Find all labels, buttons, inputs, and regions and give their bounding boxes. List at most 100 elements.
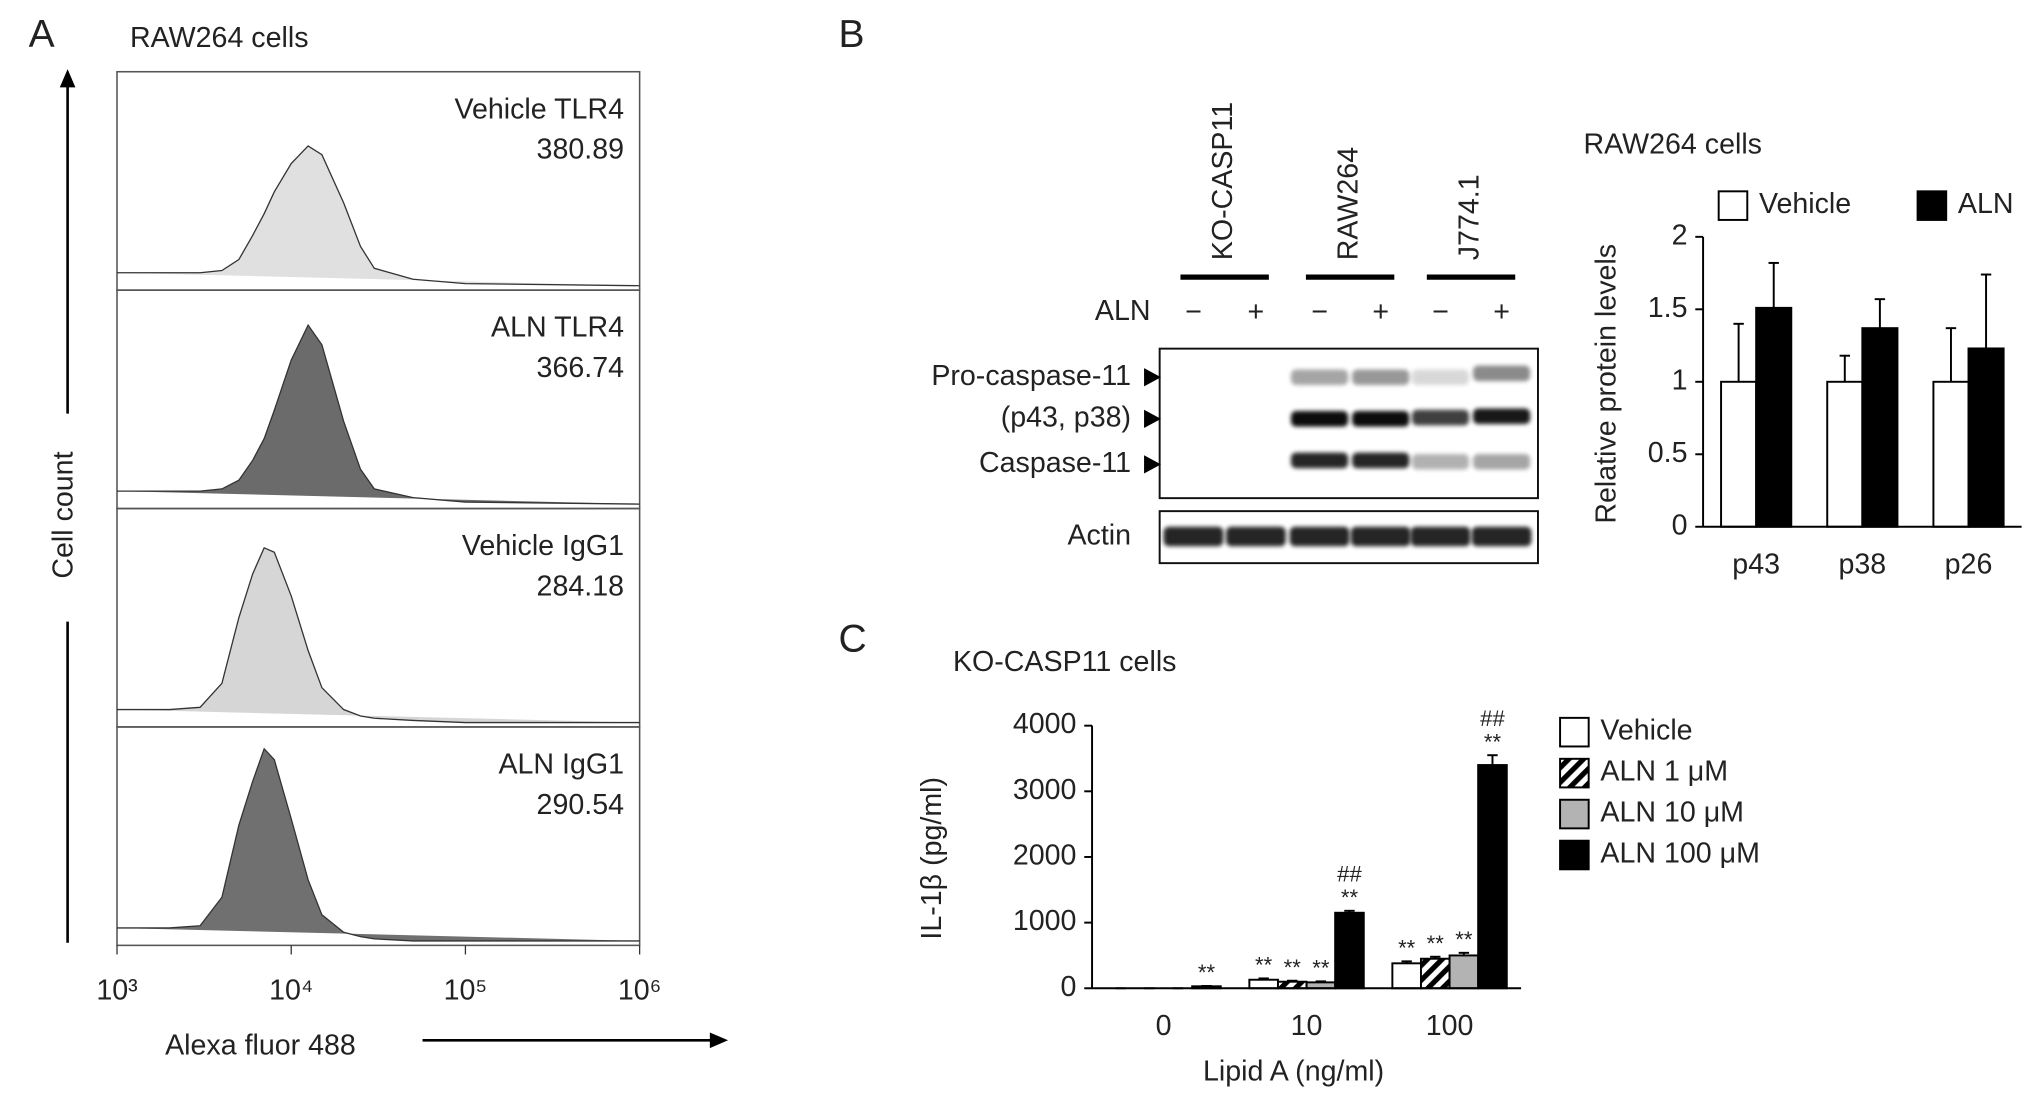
x-tick-label: p38 — [1838, 548, 1886, 580]
loading-label: Actin — [1067, 520, 1131, 552]
x-tick-label: p26 — [1945, 548, 1993, 580]
band — [1410, 526, 1471, 547]
band — [1289, 526, 1350, 547]
lane-label: − — [1311, 296, 1328, 328]
significance-label: ** — [1284, 955, 1302, 980]
y-tick-label: 4000 — [1013, 708, 1077, 740]
y-tick-label: 0 — [1061, 971, 1077, 1003]
band — [1472, 453, 1531, 470]
significance-label: ** — [1484, 729, 1502, 754]
bar — [1861, 327, 1899, 528]
arrow-head — [709, 1032, 729, 1049]
significance-label: ** — [1341, 885, 1359, 910]
bar — [1967, 347, 2005, 528]
lane-label: + — [1493, 296, 1510, 328]
y-axis-label: IL-1β (pg/ml) — [916, 777, 948, 940]
x-tick-label: 10⁵ — [444, 975, 488, 1007]
y-tick-label: 0 — [1672, 509, 1688, 541]
panel-label: A — [29, 13, 55, 56]
histogram — [117, 145, 640, 287]
mfi-value: 290.54 — [537, 789, 625, 821]
legend-label: ALN 10 μM — [1600, 797, 1744, 829]
band — [1290, 369, 1349, 386]
lane-group-label: J774.1 — [1454, 174, 1486, 260]
series-name: Vehicle TLR4 — [454, 93, 624, 125]
band — [1163, 526, 1224, 547]
series-name: Vehicle IgG1 — [462, 530, 624, 562]
significance-label: ** — [1455, 927, 1473, 952]
bar — [1477, 764, 1508, 990]
band — [1411, 409, 1470, 426]
y-tick-label: 2 — [1672, 219, 1688, 251]
lane-label: − — [1432, 296, 1449, 328]
y-axis-label: Relative protein levels — [1591, 244, 1623, 524]
y-tick-label: 1000 — [1013, 905, 1077, 937]
series-name: ALN TLR4 — [491, 312, 624, 344]
legend-label: ALN 100 μM — [1600, 838, 1760, 870]
chart-title: KO-CASP11 cells — [953, 646, 1177, 678]
bar — [1932, 380, 1970, 528]
band-marker — [1144, 368, 1161, 387]
band — [1472, 365, 1531, 382]
mfi-value: 380.89 — [537, 134, 624, 166]
x-tick-label: p43 — [1732, 548, 1780, 580]
x-tick-label: 0 — [1156, 1010, 1172, 1042]
track — [116, 726, 641, 947]
band-marker — [1144, 455, 1161, 474]
chart-title: RAW264 cells — [1583, 128, 1762, 160]
bar — [1448, 954, 1480, 990]
series-name: ALN IgG1 — [498, 749, 624, 781]
legend-swatch — [1559, 839, 1590, 871]
histogram — [117, 323, 640, 505]
y-tick-label: 2000 — [1013, 840, 1077, 872]
significance-label: ## — [1480, 706, 1505, 731]
panel-label: B — [839, 13, 865, 56]
legend-swatch — [1717, 190, 1749, 221]
mfi-value: 366.74 — [537, 352, 625, 384]
x-tick-label: 10³ — [96, 975, 137, 1007]
significance-label: ** — [1198, 960, 1216, 985]
band-label: Caspase-11 — [979, 447, 1131, 479]
significance-label: ** — [1398, 935, 1416, 960]
bar — [1755, 306, 1793, 528]
band — [1352, 411, 1410, 427]
y-tick-label: 3000 — [1013, 774, 1077, 806]
legend-swatch — [1559, 798, 1590, 830]
legend-swatch — [1559, 757, 1590, 789]
x-tick-label: 10 — [1291, 1010, 1323, 1042]
histogram — [117, 546, 640, 724]
band — [1350, 526, 1411, 547]
band — [1225, 526, 1286, 547]
band — [1411, 453, 1470, 470]
band — [1290, 411, 1349, 427]
bar — [1391, 962, 1422, 990]
y-tick-label: 1.5 — [1648, 292, 1688, 324]
x-axis-label: Lipid A (ng/ml) — [1203, 1055, 1384, 1087]
legend-label: ALN 1 μM — [1600, 756, 1728, 788]
lane-label: + — [1372, 296, 1389, 328]
panel-label: C — [839, 617, 867, 660]
band — [1352, 369, 1410, 386]
x-tick-label: 10⁶ — [618, 975, 662, 1007]
treatment-label: ALN — [1095, 295, 1151, 327]
band — [1471, 526, 1532, 547]
legend-swatch — [1559, 716, 1590, 748]
band-label: (p43, p38) — [1001, 401, 1131, 433]
significance-label: ** — [1255, 953, 1273, 978]
bar — [1826, 380, 1864, 528]
lane-group-label: KO-CASP11 — [1207, 102, 1239, 260]
lane-label: − — [1185, 296, 1202, 328]
arrow-head — [59, 69, 76, 88]
histogram — [117, 747, 640, 942]
bar — [1276, 980, 1308, 990]
significance-label: ** — [1427, 931, 1445, 956]
chart-title: RAW264 cells — [130, 22, 309, 54]
bar — [1334, 911, 1365, 990]
band — [1352, 452, 1410, 469]
bar — [1248, 978, 1279, 990]
bar — [1720, 380, 1758, 528]
band — [1472, 408, 1531, 425]
bar — [1419, 957, 1451, 990]
